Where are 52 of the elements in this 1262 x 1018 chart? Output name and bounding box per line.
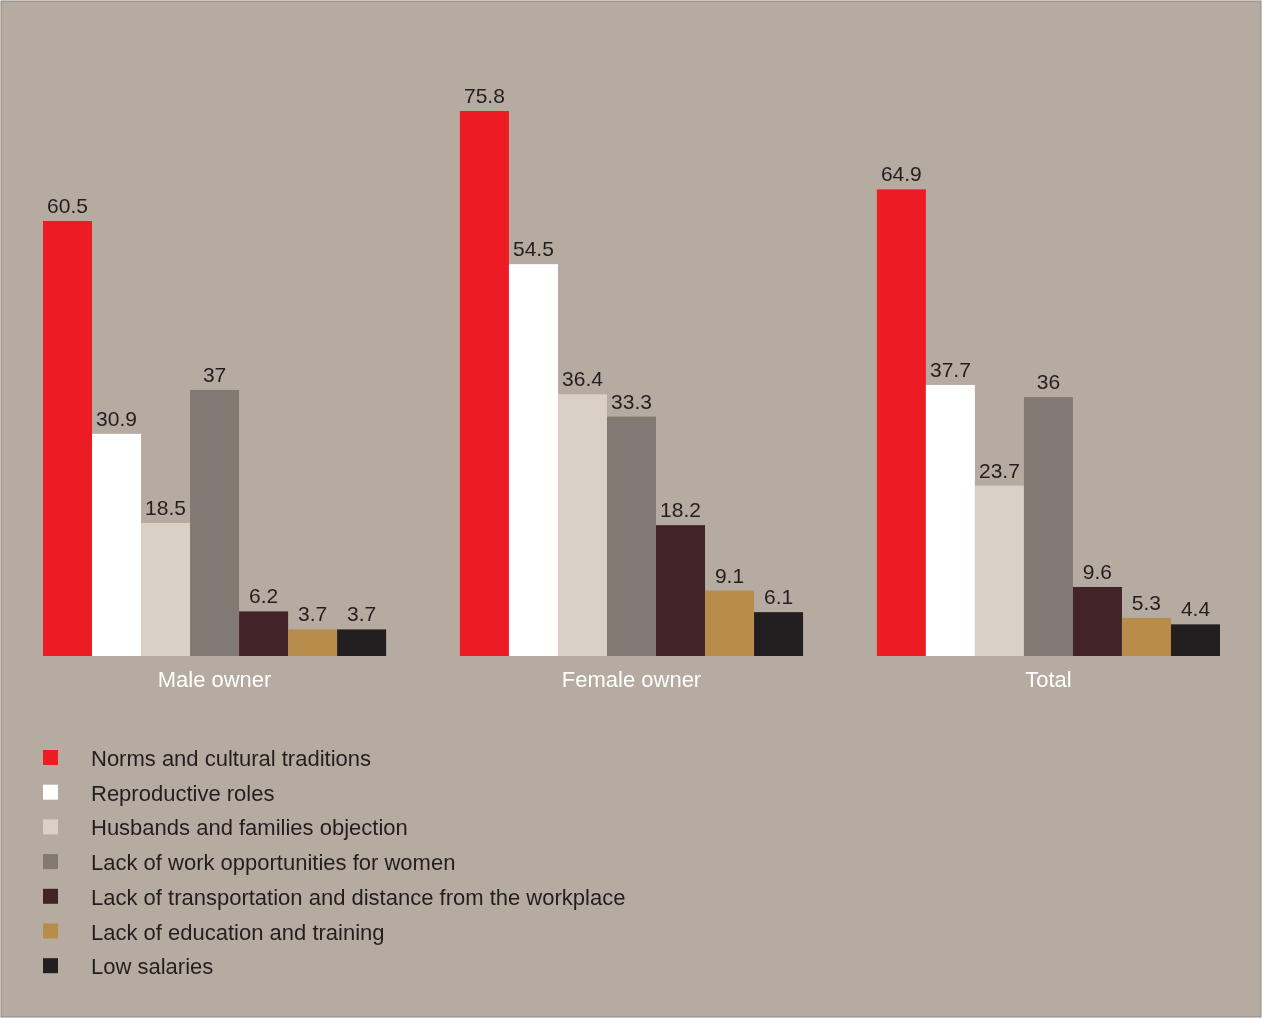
legend-label: Low salaries [91, 954, 214, 980]
bar [288, 629, 338, 656]
legend-label: Norms and cultural traditions [91, 746, 372, 771]
bar [1170, 624, 1220, 656]
data-label: 18.5 [145, 495, 186, 519]
bar [141, 522, 191, 656]
data-label: 9.1 [714, 563, 745, 587]
legend-label: Lack of work opportunities for women [91, 850, 456, 876]
data-label: 6.1 [763, 585, 794, 609]
bar [190, 389, 240, 656]
legend-label: Reproductive roles [91, 780, 275, 806]
bar [459, 111, 509, 656]
data-label: 64.9 [880, 162, 922, 186]
bar [656, 525, 706, 656]
data-label: 60.5 [47, 194, 88, 218]
data-label: 36 [1036, 370, 1061, 394]
data-label: 37.7 [929, 357, 971, 381]
data-label: 5.3 [1131, 590, 1162, 614]
x-tick-label: Female owner [561, 667, 702, 692]
bar [1121, 617, 1171, 656]
bar [876, 189, 926, 656]
bar [606, 416, 657, 656]
data-label: 4.4 [1180, 597, 1211, 621]
bar [239, 611, 289, 656]
legend-label: Lack of education and training [91, 919, 385, 945]
legend-label: Lack of transportation and distance from the workplace [91, 884, 626, 910]
data-label: 3.7 [298, 602, 328, 626]
bar [705, 590, 755, 656]
data-label: 6.2 [248, 584, 279, 608]
data-label: 75.8 [464, 84, 505, 107]
bar [43, 221, 93, 656]
bar [925, 384, 975, 656]
bar [508, 264, 558, 656]
data-label: 30.9 [96, 406, 137, 430]
data-label: 23.7 [978, 458, 1020, 482]
data-label: 9.6 [1082, 559, 1113, 583]
data-label: 36.4 [562, 367, 604, 391]
x-tick-label: Total [1025, 667, 1072, 692]
data-label: 33.3 [611, 389, 652, 413]
bar [754, 612, 804, 656]
bar [974, 485, 1024, 656]
bar [557, 394, 607, 656]
legend-label: Husbands and families objection [91, 815, 408, 841]
data-label: 3.7 [347, 602, 377, 626]
bar [337, 629, 387, 656]
data-label: 54.5 [513, 237, 554, 261]
x-tick-label: Male owner [157, 667, 272, 692]
bar [1072, 586, 1122, 656]
bar [1023, 397, 1073, 656]
data-label: 37 [202, 362, 227, 386]
bar [92, 433, 142, 656]
data-label: 18.2 [660, 498, 701, 522]
